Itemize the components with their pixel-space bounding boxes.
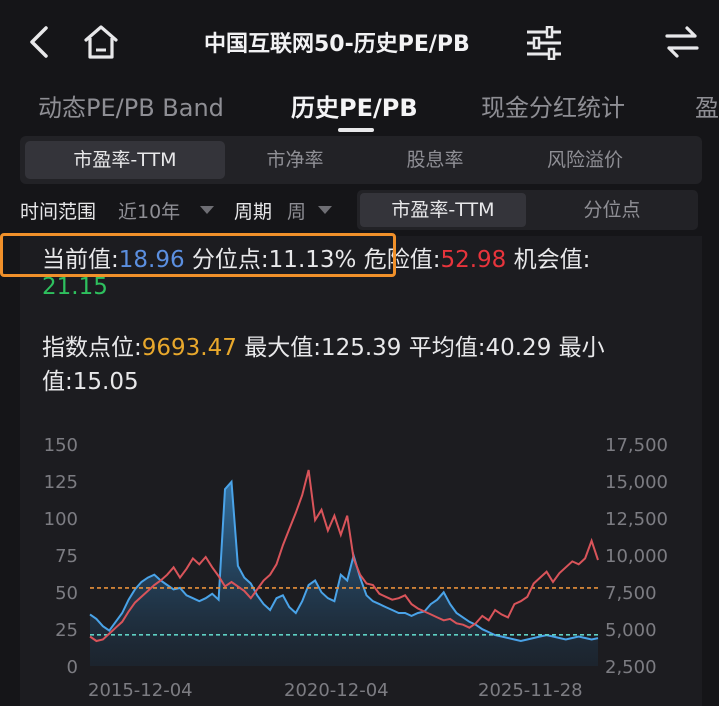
time-range-label: 时间范围 xyxy=(20,201,97,223)
index-series-line xyxy=(89,469,599,643)
chevron-down-icon[interactable] xyxy=(318,206,332,214)
max-label: 最大值: xyxy=(244,335,321,361)
sliders-icon[interactable] xyxy=(525,25,563,64)
toggle-percentile[interactable]: 分位点 xyxy=(583,199,641,221)
y-right-tick: 10,000 xyxy=(605,546,668,567)
chance-label: 机会值: xyxy=(513,247,591,273)
time-range-select[interactable]: 近10年 xyxy=(118,201,181,223)
tab-pe-pb-band[interactable]: 动态PE/PB Band xyxy=(38,94,224,122)
pe-area xyxy=(90,481,598,666)
y-right-tick: 5,000 xyxy=(605,620,657,641)
x-tick: 2025-11-28 xyxy=(478,680,583,701)
percentile-value: 11.13% xyxy=(268,247,357,273)
y-left-tick: 100 xyxy=(43,509,78,530)
tab-dividend-stats[interactable]: 现金分红统计 xyxy=(481,94,625,122)
y-right-tick: 17,500 xyxy=(605,435,668,456)
metric-risk-premium[interactable]: 风险溢价 xyxy=(546,149,623,171)
page-title: 中国互联网50-历史PE/PB xyxy=(204,32,470,57)
tab-bar: 动态PE/PB Band 历史PE/PB 现金分红统计 盈 xyxy=(0,88,719,132)
index-value: 9693.47 xyxy=(141,335,237,361)
y-right-tick: 7,500 xyxy=(605,583,657,604)
x-tick: 2015-12-04 xyxy=(88,680,193,701)
metric-dividend-yield[interactable]: 股息率 xyxy=(406,149,464,171)
min-value: 15.05 xyxy=(72,369,139,395)
stats-line-3: 值:15.05 xyxy=(42,362,139,396)
chevron-down-icon[interactable] xyxy=(200,206,214,214)
chevron-left-icon[interactable] xyxy=(26,24,52,64)
swap-arrows-icon[interactable] xyxy=(664,24,700,64)
avg-value: 40.29 xyxy=(485,335,552,361)
min-label-cont: 值: xyxy=(42,369,73,395)
period-select[interactable]: 周 xyxy=(287,201,307,223)
percentile-label: 分位点: xyxy=(191,247,269,273)
avg-label: 平均值: xyxy=(408,335,486,361)
x-tick: 2020-12-04 xyxy=(284,680,389,701)
toggle-pe-ttm[interactable]: 市盈率-TTM xyxy=(360,193,526,227)
tab-profit[interactable]: 盈 xyxy=(695,94,719,122)
metric-pb[interactable]: 市净率 xyxy=(266,149,324,171)
period-label: 周期 xyxy=(234,201,273,223)
min-label: 最小 xyxy=(558,335,605,361)
tab-history-pe-pb[interactable]: 历史PE/PB xyxy=(291,94,418,122)
stats-line-1: 当前值:18.96 分位点:11.13% 危险值:52.98 机会值: xyxy=(42,240,590,274)
y-right-tick: 15,000 xyxy=(605,472,668,493)
y-left-tick: 0 xyxy=(66,657,78,678)
index-label: 指数点位: xyxy=(42,335,142,361)
y-left-tick: 25 xyxy=(55,620,78,641)
pe-series-line xyxy=(89,479,599,643)
y-left-tick: 125 xyxy=(43,472,78,493)
y-left-tick: 75 xyxy=(55,546,78,567)
y-right-tick: 2,500 xyxy=(605,657,657,678)
metric-segmented-control: 市盈率-TTM 市净率 股息率 风险溢价 xyxy=(20,136,702,184)
stats-line-2: 指数点位:9693.47 最大值:125.39 平均值:40.29 最小 xyxy=(42,328,605,362)
current-value: 18.96 xyxy=(118,247,185,273)
y-right-tick: 12,500 xyxy=(605,509,668,530)
current-label: 当前值: xyxy=(42,247,119,273)
max-value: 125.39 xyxy=(320,335,402,361)
y-left-tick: 150 xyxy=(43,435,78,456)
chance-value: 21.15 xyxy=(42,274,108,300)
metric-pe-ttm[interactable]: 市盈率-TTM xyxy=(25,141,225,179)
active-tab-indicator xyxy=(338,128,374,132)
view-toggle: 市盈率-TTM 分位点 xyxy=(357,190,698,230)
danger-value: 52.98 xyxy=(440,247,507,273)
y-left-tick: 50 xyxy=(55,583,78,604)
home-icon[interactable] xyxy=(82,22,120,66)
highlight-box xyxy=(0,233,396,277)
danger-label: 危险值: xyxy=(363,247,441,273)
